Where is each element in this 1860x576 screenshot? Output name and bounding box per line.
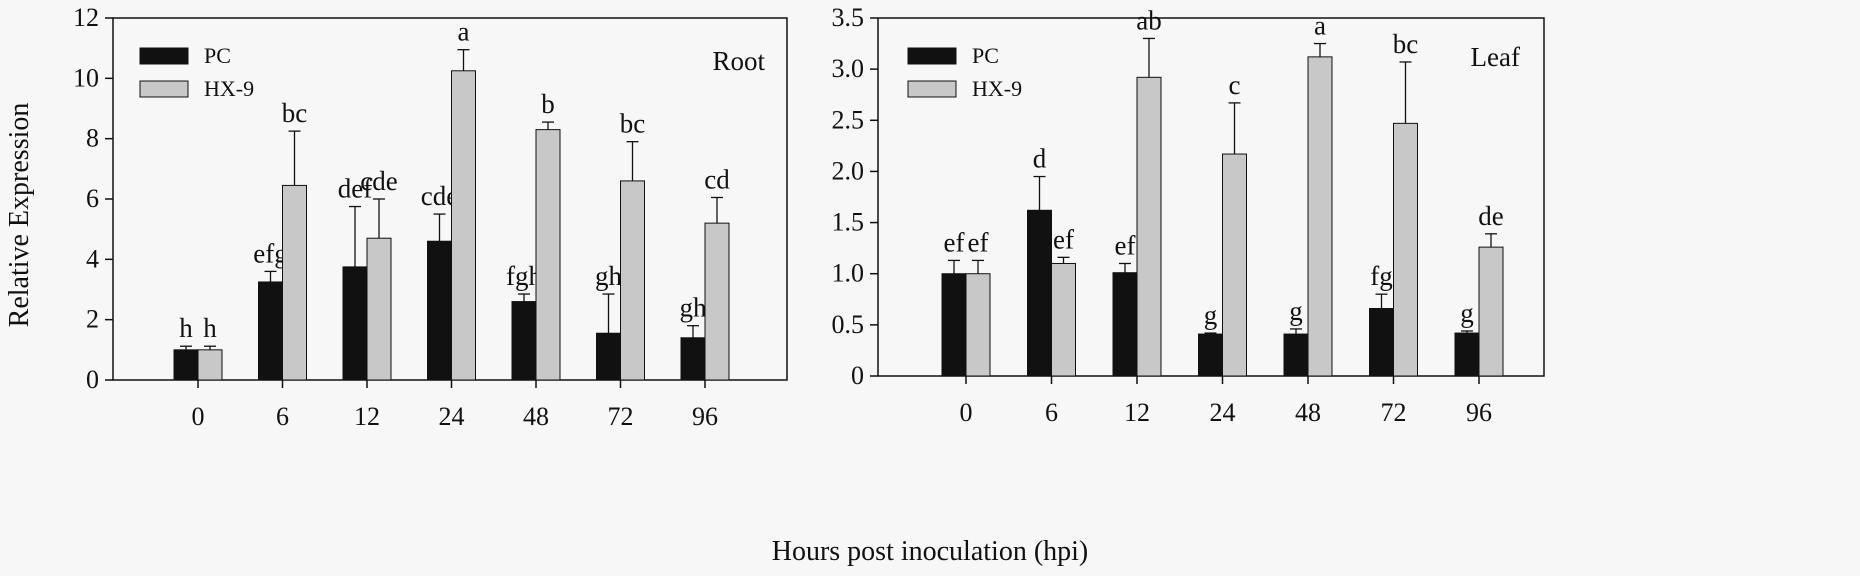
significance-letter: bc xyxy=(1393,29,1419,59)
x-tick-label: 6 xyxy=(1045,398,1058,427)
panel-title: Leaf xyxy=(1471,42,1520,72)
y-tick-label: 2.5 xyxy=(832,105,865,134)
x-tick-label: 24 xyxy=(439,402,465,431)
x-tick-label: 0 xyxy=(192,402,205,431)
legend-swatch-hx-9 xyxy=(139,80,189,98)
bar-pc-96h xyxy=(1454,332,1480,377)
significance-letter: ef xyxy=(944,227,965,257)
legend-swatch-pc xyxy=(139,47,189,65)
y-tick-label: 0 xyxy=(86,365,99,394)
bar-hx-9-96h xyxy=(704,222,730,381)
bar-hx-9-72h xyxy=(1393,122,1418,377)
legend-swatch-pc xyxy=(907,47,957,65)
bar-pc-24h xyxy=(1198,333,1223,377)
bar-hx-9-24h xyxy=(451,70,476,381)
significance-letter: a xyxy=(1314,11,1326,41)
y-tick-label: 12 xyxy=(73,3,99,32)
significance-letter: def xyxy=(338,174,372,204)
y-tick-label: 6 xyxy=(86,184,99,213)
y-tick-label: 8 xyxy=(86,124,99,153)
x-tick-label: 72 xyxy=(1381,398,1407,427)
bar-hx-9-48h xyxy=(1307,56,1333,377)
significance-letter: cde xyxy=(360,166,397,196)
bar-pc-0h xyxy=(173,349,199,381)
bar-pc-96h xyxy=(680,337,706,381)
x-tick-label: 24 xyxy=(1210,398,1236,427)
significance-letter: cd xyxy=(704,164,730,194)
significance-letter: ef xyxy=(968,227,989,257)
significance-letter: ef xyxy=(1115,230,1136,260)
y-tick-label: 2 xyxy=(86,305,99,334)
significance-letter: h xyxy=(203,313,217,343)
legend-label-pc: PC xyxy=(204,43,231,68)
significance-letter: bc xyxy=(620,109,646,139)
legend-label-hx-9: HX-9 xyxy=(204,76,254,101)
x-tick-label: 12 xyxy=(354,402,380,431)
significance-letter: bc xyxy=(282,98,308,128)
significance-letter: gh xyxy=(595,261,623,291)
significance-letter: h xyxy=(179,313,193,343)
x-tick-label: 12 xyxy=(1124,398,1150,427)
bar-hx-9-96h xyxy=(1478,246,1504,377)
bar-pc-12h xyxy=(342,266,368,381)
significance-letter: gh xyxy=(680,293,708,323)
bar-hx-9-48h xyxy=(535,129,561,381)
bar-hx-9-12h xyxy=(366,237,392,381)
y-tick-label: 0 xyxy=(851,361,864,390)
significance-letter: fg xyxy=(1370,261,1393,291)
bar-pc-6h xyxy=(1027,209,1052,377)
bar-pc-12h xyxy=(1112,272,1138,377)
y-tick-label: 3.0 xyxy=(832,54,865,83)
significance-letter: d xyxy=(1033,144,1047,174)
y-tick-label: 2.0 xyxy=(832,156,865,185)
y-tick-label: 3.5 xyxy=(832,3,865,32)
y-tick-label: 10 xyxy=(73,63,99,92)
bar-hx-9-6h xyxy=(1051,262,1076,377)
bar-pc-72h xyxy=(1369,307,1394,377)
y-tick-label: 0.5 xyxy=(832,310,865,339)
y-tick-label: 4 xyxy=(86,244,99,273)
bar-hx-9-6h xyxy=(282,184,307,381)
bar-hx-9-24h xyxy=(1222,153,1247,377)
x-tick-label: 48 xyxy=(523,402,549,431)
significance-letter: c xyxy=(1229,70,1241,100)
significance-letter: b xyxy=(541,89,555,119)
y-tick-label: 1.5 xyxy=(832,208,865,237)
significance-letter: a xyxy=(458,17,470,47)
significance-letter: g xyxy=(1460,298,1474,328)
bar-hx-9-72h xyxy=(620,180,645,381)
bar-hx-9-0h xyxy=(197,349,223,381)
y-axis-label: Relative Expression xyxy=(4,103,35,328)
y-tick-label: 1.0 xyxy=(832,259,865,288)
x-tick-label: 0 xyxy=(960,398,973,427)
significance-letter: ef xyxy=(1053,224,1074,254)
significance-letter: g xyxy=(1204,300,1218,330)
bar-pc-6h xyxy=(258,281,283,381)
x-tick-label: 96 xyxy=(1466,398,1492,427)
legend-label-hx-9: HX-9 xyxy=(972,76,1022,101)
bar-hx-9-0h xyxy=(965,273,991,377)
bar-pc-48h xyxy=(1283,333,1309,377)
panel-title: Root xyxy=(712,46,765,76)
legend-swatch-hx-9 xyxy=(907,80,957,98)
significance-letter: de xyxy=(1478,201,1504,231)
x-tick-label: 48 xyxy=(1295,398,1321,427)
bar-pc-24h xyxy=(427,240,452,381)
x-tick-label: 6 xyxy=(276,402,289,431)
bar-hx-9-12h xyxy=(1136,76,1162,377)
significance-letter: ab xyxy=(1136,5,1161,35)
x-tick-label: 96 xyxy=(692,402,718,431)
legend-label-pc: PC xyxy=(972,43,999,68)
x-axis-label: Hours post inoculation (hpi) xyxy=(772,536,1089,567)
significance-letter: g xyxy=(1289,296,1303,326)
bar-pc-0h xyxy=(941,273,967,377)
x-tick-label: 72 xyxy=(608,402,634,431)
significance-letter: efg xyxy=(253,238,287,268)
bar-pc-72h xyxy=(596,332,621,381)
bar-pc-48h xyxy=(511,301,537,381)
